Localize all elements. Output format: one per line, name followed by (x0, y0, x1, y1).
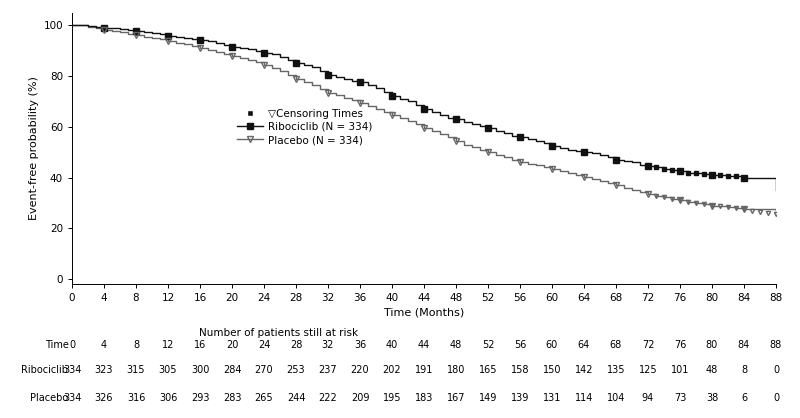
Text: 265: 265 (254, 393, 274, 403)
Text: 12: 12 (162, 340, 174, 350)
Legend: ▽Censoring Times, Ribociclib (N = 334), Placebo (N = 334): ▽Censoring Times, Ribociclib (N = 334), … (233, 104, 377, 149)
Text: 52: 52 (482, 340, 494, 350)
Text: 191: 191 (415, 365, 433, 375)
Text: 68: 68 (610, 340, 622, 350)
Text: 202: 202 (382, 365, 402, 375)
Text: 165: 165 (478, 365, 498, 375)
Text: 139: 139 (511, 393, 529, 403)
Text: 8: 8 (133, 340, 139, 350)
Text: 72: 72 (642, 340, 654, 350)
Text: 306: 306 (159, 393, 177, 403)
Text: 142: 142 (574, 365, 594, 375)
Text: Number of patients still at risk: Number of patients still at risk (198, 328, 358, 338)
Text: 220: 220 (350, 365, 370, 375)
Text: 24: 24 (258, 340, 270, 350)
Text: 125: 125 (638, 365, 658, 375)
Text: 237: 237 (318, 365, 338, 375)
Text: 149: 149 (479, 393, 497, 403)
Text: 316: 316 (127, 393, 145, 403)
Text: 60: 60 (546, 340, 558, 350)
Text: 305: 305 (158, 365, 178, 375)
Text: 32: 32 (322, 340, 334, 350)
Text: 284: 284 (222, 365, 242, 375)
Text: 40: 40 (386, 340, 398, 350)
Y-axis label: Event-free probability (%): Event-free probability (%) (29, 76, 39, 220)
Text: 84: 84 (738, 340, 750, 350)
Text: 326: 326 (94, 393, 114, 403)
Text: 88: 88 (770, 340, 782, 350)
Text: 158: 158 (510, 365, 530, 375)
Text: 6: 6 (741, 393, 747, 403)
Text: 167: 167 (446, 393, 466, 403)
Text: 270: 270 (254, 365, 274, 375)
Text: 36: 36 (354, 340, 366, 350)
Text: 80: 80 (706, 340, 718, 350)
Text: 8: 8 (741, 365, 747, 375)
Text: 315: 315 (126, 365, 146, 375)
Text: 334: 334 (63, 393, 81, 403)
Text: 244: 244 (286, 393, 306, 403)
Text: 64: 64 (578, 340, 590, 350)
Text: 16: 16 (194, 340, 206, 350)
Text: 300: 300 (191, 365, 209, 375)
Text: 76: 76 (674, 340, 686, 350)
Text: 44: 44 (418, 340, 430, 350)
Text: 150: 150 (542, 365, 562, 375)
Text: Time: Time (45, 340, 69, 350)
Text: 48: 48 (706, 365, 718, 375)
Text: 135: 135 (606, 365, 626, 375)
Text: 20: 20 (226, 340, 238, 350)
Text: 323: 323 (94, 365, 114, 375)
Text: Ribociclib: Ribociclib (22, 365, 69, 375)
Text: 131: 131 (543, 393, 561, 403)
X-axis label: Time (Months): Time (Months) (384, 307, 464, 317)
Text: 101: 101 (671, 365, 689, 375)
Text: 180: 180 (447, 365, 465, 375)
Text: 293: 293 (190, 393, 210, 403)
Text: 104: 104 (607, 393, 625, 403)
Text: 0: 0 (773, 393, 779, 403)
Text: 253: 253 (286, 365, 306, 375)
Text: 283: 283 (222, 393, 242, 403)
Text: 0: 0 (773, 365, 779, 375)
Text: 4: 4 (101, 340, 107, 350)
Text: 0: 0 (69, 340, 75, 350)
Text: 73: 73 (674, 393, 686, 403)
Text: 28: 28 (290, 340, 302, 350)
Text: 183: 183 (415, 393, 433, 403)
Text: 209: 209 (350, 393, 370, 403)
Text: 114: 114 (575, 393, 593, 403)
Text: 56: 56 (514, 340, 526, 350)
Text: 94: 94 (642, 393, 654, 403)
Text: 38: 38 (706, 393, 718, 403)
Text: 48: 48 (450, 340, 462, 350)
Text: Placebo: Placebo (30, 393, 69, 403)
Text: 334: 334 (63, 365, 81, 375)
Text: 222: 222 (318, 393, 338, 403)
Text: 195: 195 (382, 393, 402, 403)
